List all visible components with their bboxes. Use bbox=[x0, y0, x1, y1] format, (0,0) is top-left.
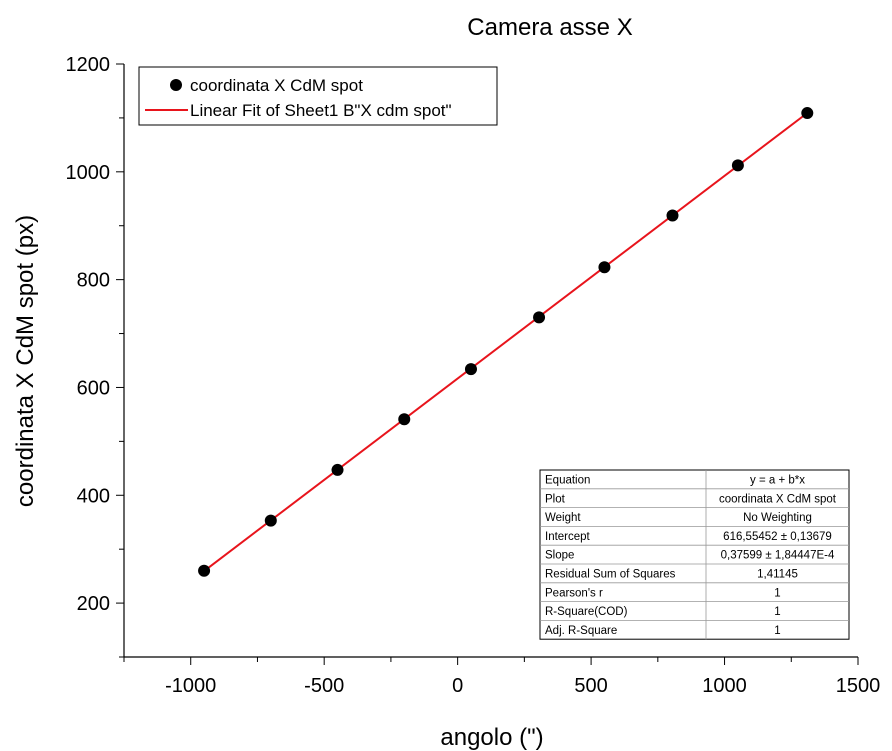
y-tick-label: 400 bbox=[77, 485, 110, 507]
data-point bbox=[198, 564, 211, 577]
x-tick-label: 1000 bbox=[702, 675, 747, 697]
fit-table-label: Equation bbox=[545, 475, 590, 487]
fit-table-border bbox=[539, 469, 850, 640]
fit-table-value: y = a + b*x bbox=[750, 475, 805, 487]
fit-table-value: No Weighting bbox=[743, 512, 812, 524]
legend-label-fit: Linear Fit of Sheet1 B"X cdm spot" bbox=[190, 101, 452, 120]
fit-table-label: Intercept bbox=[545, 531, 591, 543]
fit-table-label: Slope bbox=[545, 550, 574, 562]
fit-table-value: 1 bbox=[774, 587, 780, 599]
fit-table-label: Residual Sum of Squares bbox=[545, 569, 676, 581]
y-tick-label: 800 bbox=[77, 270, 110, 292]
chart-title: Camera asse X bbox=[467, 14, 632, 41]
legend: coordinata X CdM spot Linear Fit of Sheet… bbox=[138, 66, 498, 126]
fit-table-label: Plot bbox=[545, 493, 566, 505]
fit-table-value: 0,37599 ± 1,84447E-4 bbox=[721, 550, 835, 562]
fit-table-value: 1,41145 bbox=[757, 569, 798, 581]
data-point bbox=[331, 463, 344, 476]
plot-area: 200 400 600 800 1000 1200 -1000 -500 0 500 1000 150… bbox=[66, 54, 881, 697]
y-tick-label: 600 bbox=[77, 377, 110, 399]
fit-table-value: 1 bbox=[774, 625, 780, 637]
legend-marker-points bbox=[170, 79, 182, 91]
fit-table-label: Adj. R-Square bbox=[545, 625, 617, 637]
y-tick-label: 200 bbox=[77, 593, 110, 615]
data-point bbox=[464, 363, 477, 376]
fit-table-label: R-Square(COD) bbox=[545, 606, 628, 618]
fit-table-value: 616,55452 ± 0,13679 bbox=[723, 531, 832, 543]
fit-table-value: 1 bbox=[774, 606, 780, 618]
fit-table-label: Pearson's r bbox=[545, 587, 603, 599]
x-tick-label: -1000 bbox=[165, 675, 216, 697]
fit-table: Equation y = a + b*x Plot coordinata X CdM … bbox=[539, 469, 850, 640]
data-point bbox=[801, 107, 814, 120]
data-point bbox=[666, 209, 679, 222]
x-axis-label: angolo (") bbox=[440, 724, 543, 751]
data-point bbox=[731, 159, 744, 172]
data-point bbox=[264, 514, 277, 527]
x-tick-label: -500 bbox=[304, 675, 344, 697]
y-tick-label: 1200 bbox=[66, 54, 111, 76]
x-tick-label: 500 bbox=[574, 675, 607, 697]
fit-line bbox=[203, 112, 808, 572]
data-point bbox=[598, 261, 611, 274]
legend-box bbox=[138, 66, 498, 126]
legend-label-points: coordinata X CdM spot bbox=[190, 76, 363, 95]
x-tick-label: 0 bbox=[452, 675, 463, 697]
x-tick-label: 1500 bbox=[836, 675, 881, 697]
y-axis-label: coordinata X CdM spot (px) bbox=[12, 215, 39, 507]
data-point bbox=[398, 413, 411, 426]
y-tick-label: 1000 bbox=[66, 162, 111, 184]
fit-table-label: Weight bbox=[545, 512, 581, 524]
fit-table-value: coordinata X CdM spot bbox=[719, 493, 837, 505]
data-point bbox=[533, 311, 546, 324]
